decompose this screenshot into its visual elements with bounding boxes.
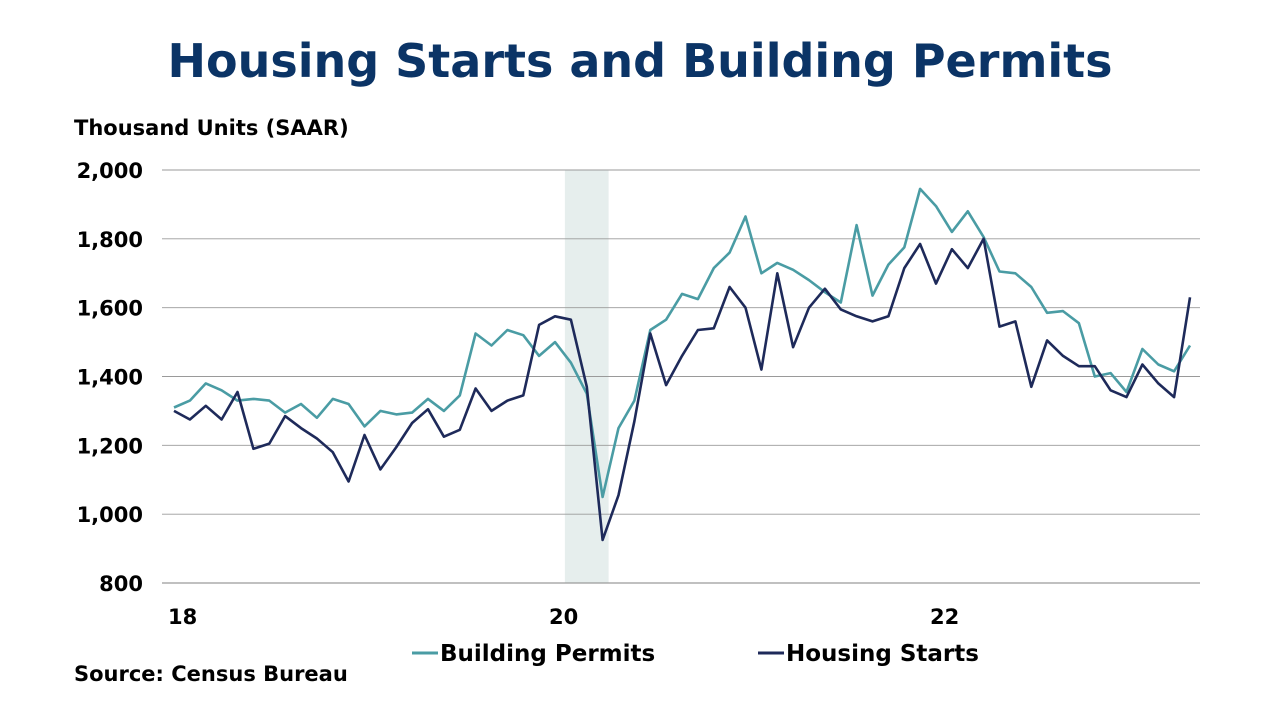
chart-title: Housing Starts and Building Permits xyxy=(167,34,1113,88)
housing-starts-line xyxy=(173,237,1192,542)
y-tick-label: 1,800 xyxy=(77,228,143,252)
building-permits-line xyxy=(173,187,1192,499)
y-tick-label: 1,200 xyxy=(77,434,143,458)
x-tick-label: 20 xyxy=(549,605,578,629)
legend-building-permits: Building Permits xyxy=(412,641,655,667)
legend-label: Housing Starts xyxy=(786,641,979,667)
source-note: Source: Census Bureau xyxy=(74,662,348,686)
x-tick-label: 22 xyxy=(930,605,959,629)
y-tick-label: 1,600 xyxy=(77,297,143,321)
y-axis-label: Thousand Units (SAAR) xyxy=(74,116,349,140)
y-tick-label: 1,000 xyxy=(77,503,143,527)
legend-label: Building Permits xyxy=(440,641,655,667)
legend-housing-starts: Housing Starts xyxy=(758,641,979,667)
y-tick-label: 1,400 xyxy=(77,366,143,390)
x-tick-label: 18 xyxy=(168,605,197,629)
y-tick-label: 800 xyxy=(99,572,143,596)
y-tick-label: 2,000 xyxy=(77,159,143,183)
